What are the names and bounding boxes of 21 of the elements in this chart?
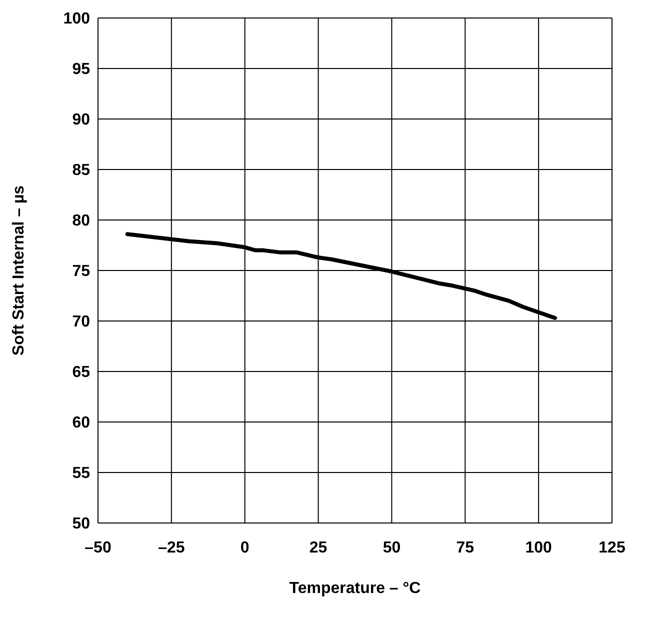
y-tick-label: 85 <box>72 162 90 180</box>
x-tick-label: 100 <box>525 539 552 556</box>
x-tick-label: 25 <box>309 539 328 556</box>
y-tick-label: 90 <box>72 112 90 129</box>
x-axis-title: Temperature – °C <box>289 580 422 597</box>
y-tick-label: 100 <box>63 10 90 28</box>
y-tick-label: 75 <box>72 263 90 280</box>
y-tick-label: 55 <box>72 465 90 482</box>
y-tick-label: 95 <box>72 61 90 78</box>
x-tick-label: 0 <box>240 539 250 556</box>
y-tick-label: 50 <box>72 516 90 533</box>
x-tick-label: 125 <box>598 539 626 556</box>
y-tick-label: 65 <box>72 364 90 382</box>
y-tick-label: 70 <box>72 314 90 331</box>
x-tick-label: –50 <box>84 539 112 556</box>
y-axis-title: Soft Start Internal – µs <box>10 185 28 356</box>
y-tick-label: 60 <box>72 414 90 432</box>
x-tick-label: 75 <box>456 539 474 556</box>
x-tick-label: –25 <box>158 539 185 556</box>
y-tick-label: 80 <box>72 212 90 230</box>
x-tick-label: 50 <box>382 539 401 556</box>
